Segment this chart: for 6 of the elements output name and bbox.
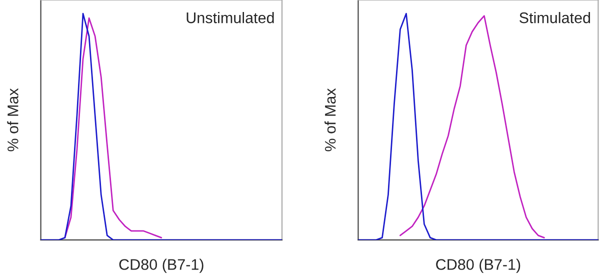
annotation: Stimulated xyxy=(520,12,590,24)
annotation: Unstimulated xyxy=(186,12,274,24)
y-axis-title: % of Max xyxy=(324,88,336,152)
y-axis-title: % of Max xyxy=(7,88,18,152)
x-axis-title: CD80 (B7-1) xyxy=(436,258,520,273)
x-axis-title: CD80 (B7-1) xyxy=(119,258,204,273)
